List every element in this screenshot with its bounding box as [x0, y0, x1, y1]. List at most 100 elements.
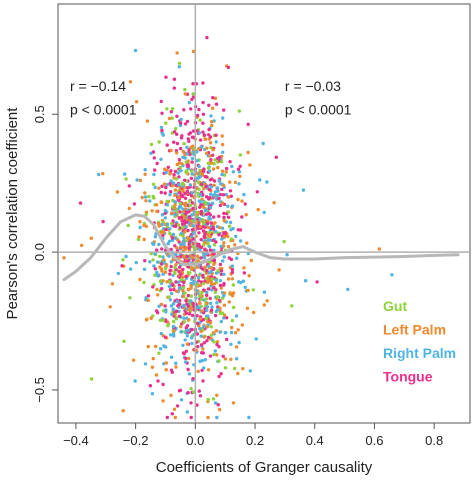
data-point [237, 340, 241, 345]
data-point [134, 100, 139, 104]
data-point [168, 227, 172, 231]
data-point [151, 356, 155, 361]
data-point [220, 172, 224, 177]
data-point [282, 239, 286, 244]
data-point [177, 314, 182, 318]
data-point [209, 221, 213, 225]
data-point [168, 288, 173, 292]
data-point [143, 168, 147, 172]
data-point [274, 155, 278, 159]
data-point [230, 318, 235, 323]
data-point [142, 267, 147, 271]
data-point [162, 258, 166, 262]
data-point [148, 384, 153, 388]
data-point [172, 86, 176, 90]
data-point [213, 190, 218, 194]
data-point [190, 228, 195, 232]
data-point [163, 191, 167, 195]
annotation-r-right: r = −0.03 [285, 78, 341, 94]
data-point [155, 248, 159, 252]
data-point [222, 241, 226, 245]
data-point [159, 331, 163, 336]
data-point [184, 311, 189, 315]
data-point [159, 157, 163, 161]
data-point [223, 331, 227, 335]
data-point [181, 182, 185, 186]
data-point [262, 290, 267, 294]
data-point [222, 231, 226, 235]
data-point [146, 344, 150, 349]
data-point [236, 197, 240, 202]
data-point [209, 301, 213, 306]
data-point [185, 342, 189, 346]
data-point [195, 403, 199, 407]
data-point [148, 199, 152, 203]
data-point [190, 191, 194, 195]
data-point [219, 269, 224, 273]
y-axis: −0.5 0.0 0.5 [32, 105, 58, 403]
data-point [211, 331, 216, 335]
x-tick-label: 0.6 [365, 433, 383, 448]
data-point [229, 292, 233, 296]
data-point [176, 223, 181, 227]
data-point [177, 389, 182, 393]
data-point [209, 192, 213, 196]
data-point [213, 313, 218, 318]
data-point [152, 156, 156, 160]
data-point [188, 183, 193, 187]
data-point [191, 129, 196, 133]
data-point [204, 297, 209, 301]
data-point [89, 377, 94, 381]
data-point [185, 334, 190, 338]
data-point [161, 233, 165, 237]
data-point [152, 172, 156, 177]
data-point [208, 141, 213, 145]
data-point [177, 195, 181, 200]
data-point [185, 152, 189, 156]
data-point [153, 168, 157, 172]
data-point [185, 410, 189, 414]
data-point [244, 213, 248, 217]
data-point [175, 151, 179, 155]
data-point [205, 325, 209, 329]
data-point [172, 319, 176, 324]
data-point [174, 177, 178, 181]
data-point [219, 182, 223, 186]
data-point [153, 252, 157, 256]
data-point [212, 179, 217, 183]
data-point [187, 199, 192, 203]
data-point [196, 276, 201, 280]
data-point [150, 241, 155, 245]
data-point [178, 265, 182, 269]
data-point [164, 171, 168, 175]
data-point [206, 225, 210, 229]
data-point [170, 236, 175, 240]
data-point [155, 287, 159, 292]
data-point [175, 51, 179, 55]
data-point [191, 245, 195, 249]
data-point [175, 141, 180, 146]
data-point [198, 199, 202, 204]
data-point [206, 275, 211, 279]
x-tick-label: 0.2 [246, 433, 264, 448]
data-point [160, 184, 164, 188]
data-point [206, 368, 211, 372]
data-point [170, 116, 174, 120]
data-point [232, 305, 236, 310]
data-point [187, 100, 191, 105]
data-point [185, 239, 189, 243]
data-point [158, 318, 162, 322]
data-point [189, 176, 194, 180]
data-point [165, 107, 169, 111]
data-point [170, 205, 175, 209]
data-point [146, 294, 151, 298]
data-point [121, 409, 125, 413]
data-point [201, 281, 206, 286]
data-point [228, 189, 233, 193]
data-point [184, 299, 188, 303]
data-point [233, 331, 238, 335]
data-point [187, 215, 192, 219]
data-point [175, 404, 180, 408]
data-point [219, 159, 224, 164]
data-point [176, 304, 180, 308]
